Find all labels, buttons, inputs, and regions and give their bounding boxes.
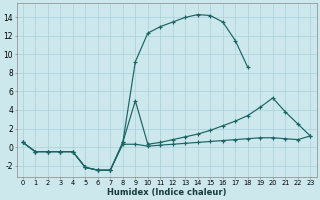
X-axis label: Humidex (Indice chaleur): Humidex (Indice chaleur) xyxy=(107,188,226,197)
